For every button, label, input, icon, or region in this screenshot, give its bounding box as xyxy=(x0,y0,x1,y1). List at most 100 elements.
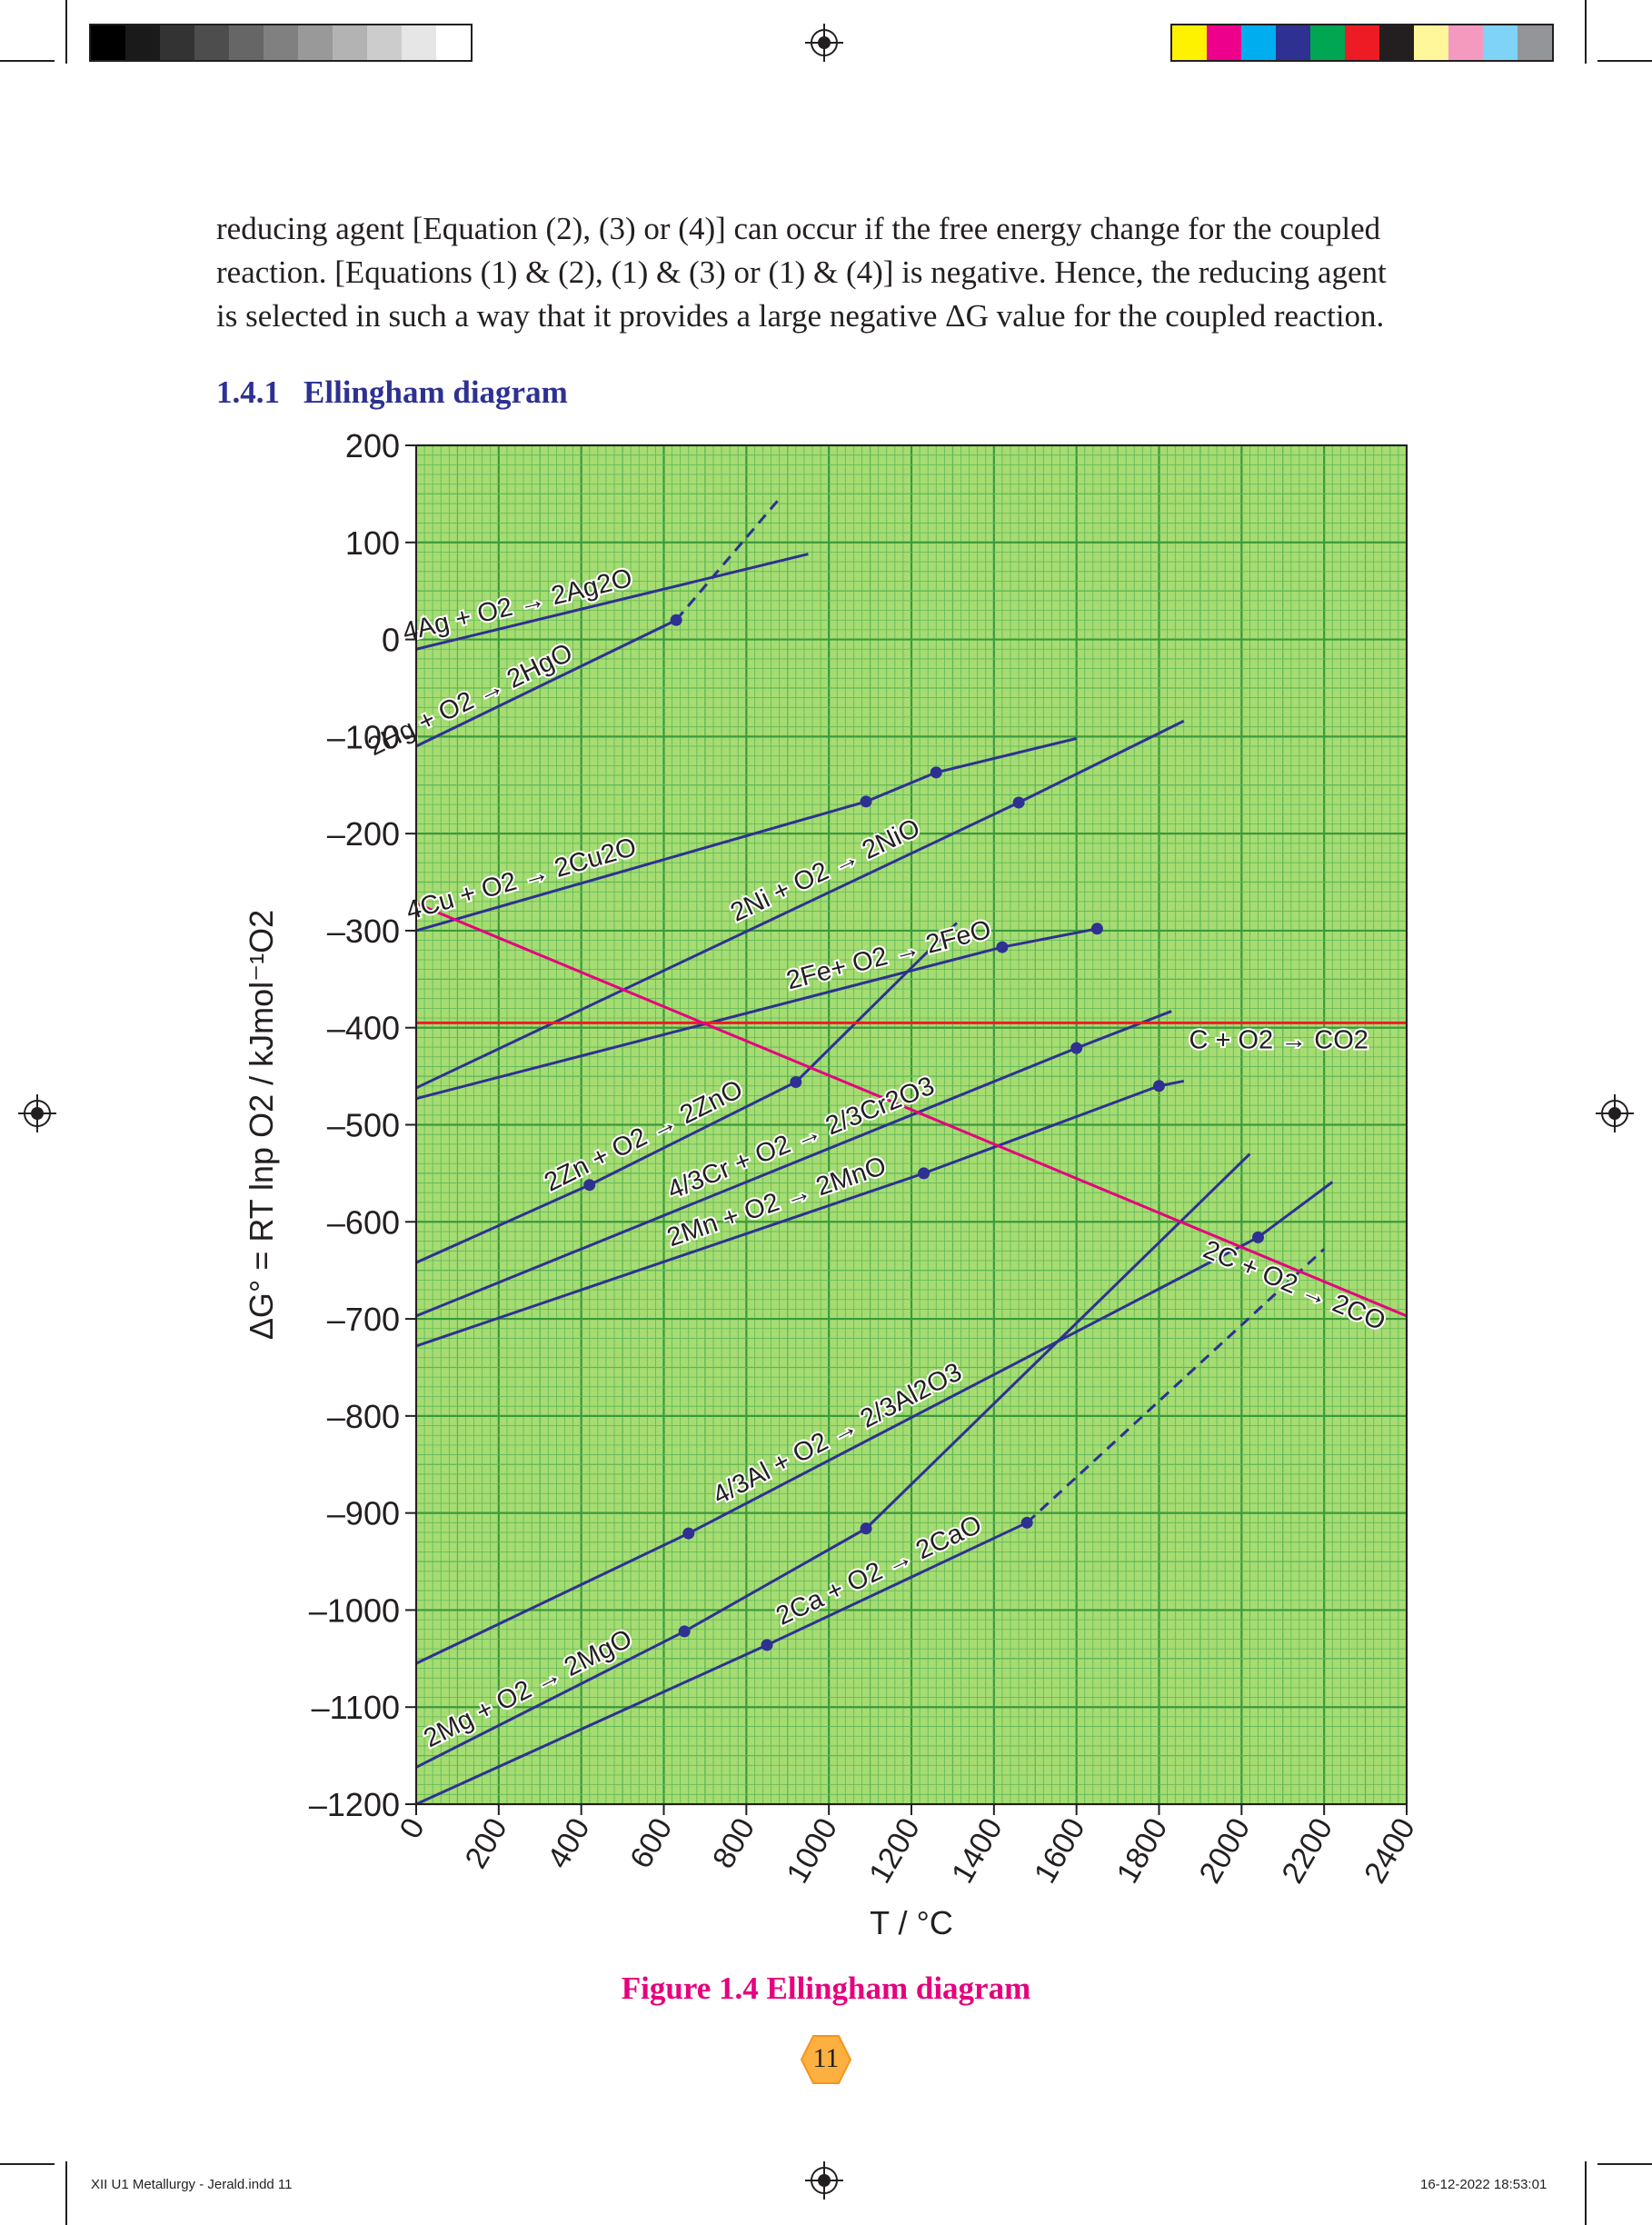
color-swatch xyxy=(1276,25,1310,60)
transition-point xyxy=(918,1167,930,1180)
color-swatch xyxy=(1483,25,1518,60)
y-tick-label: –800 xyxy=(327,1398,400,1435)
transition-point xyxy=(1252,1231,1264,1243)
section-heading: 1.4.1 Ellingham diagram xyxy=(216,374,568,411)
crop-mark xyxy=(1585,2161,1587,2225)
transition-point xyxy=(1153,1080,1165,1093)
x-tick-label: 2000 xyxy=(1193,1812,1258,1890)
color-swatch xyxy=(1345,25,1379,60)
y-tick-label: 200 xyxy=(345,427,400,464)
transition-point xyxy=(860,795,872,808)
transition-point xyxy=(761,1639,773,1651)
y-tick-label: –1200 xyxy=(309,1786,400,1823)
x-tick-label: 200 xyxy=(458,1812,513,1874)
x-tick-label: 600 xyxy=(623,1812,679,1874)
x-tick-label: 1600 xyxy=(1028,1812,1092,1890)
transition-point xyxy=(860,1522,872,1535)
body-paragraph: reducing agent [Equation (2), (3) or (4)… xyxy=(216,207,1438,338)
y-tick-label: –200 xyxy=(327,815,400,853)
y-tick-label: –400 xyxy=(327,1010,400,1047)
series-line xyxy=(415,1181,1334,1665)
y-axis-title: ΔG° = RT lnp O2 / kJmol⁻¹O2 xyxy=(243,910,280,1340)
color-swatch xyxy=(91,25,125,60)
crop-mark xyxy=(0,2163,55,2165)
series-line xyxy=(415,618,677,748)
color-swatch xyxy=(194,25,229,60)
transition-point xyxy=(682,1527,695,1540)
crop-mark xyxy=(1585,0,1587,64)
series-label: C + O2 → CO2 xyxy=(1189,1025,1368,1054)
x-tick-label: 2400 xyxy=(1358,1812,1422,1890)
crop-mark xyxy=(0,60,55,62)
crop-mark xyxy=(65,2161,67,2225)
transition-point xyxy=(670,614,682,626)
page-number: 11 xyxy=(812,2043,840,2073)
slug-right: 16-12-2022 18:53:01 xyxy=(1420,2177,1548,2192)
x-tick-label: 2200 xyxy=(1275,1812,1339,1890)
crop-mark xyxy=(65,0,67,64)
y-tick-label: 0 xyxy=(382,622,400,659)
color-swatch xyxy=(1207,25,1241,60)
y-tick-label: –1100 xyxy=(312,1689,400,1726)
color-swatch xyxy=(1379,25,1414,60)
grayscale-bar xyxy=(89,24,473,62)
color-swatch xyxy=(125,25,160,60)
transition-point xyxy=(583,1179,596,1192)
registration-mark-icon xyxy=(805,2161,843,2200)
crop-mark xyxy=(1597,2163,1652,2165)
paragraph-line: is selected in such a way that it provid… xyxy=(216,298,1385,334)
series-line-dashed xyxy=(1026,1248,1326,1524)
x-axis-title: T / °C xyxy=(870,1904,953,1941)
transition-point xyxy=(790,1076,802,1089)
x-tick-label: 400 xyxy=(541,1812,596,1874)
section-title: Ellingham diagram xyxy=(304,374,568,410)
x-tick-label: 800 xyxy=(706,1812,761,1874)
y-tick-label: –300 xyxy=(327,913,400,950)
y-tick-label: –900 xyxy=(327,1495,400,1532)
y-tick-label: 100 xyxy=(345,524,400,562)
color-swatch xyxy=(229,25,264,60)
transition-point xyxy=(1090,923,1103,935)
series-line xyxy=(415,1079,1185,1348)
chart-series-layer xyxy=(415,497,1408,1806)
y-tick-label: –600 xyxy=(327,1203,400,1241)
color-swatch xyxy=(1414,25,1448,60)
color-swatch xyxy=(160,25,194,60)
color-swatch xyxy=(1172,25,1207,60)
color-swatch xyxy=(1241,25,1276,60)
color-swatch xyxy=(367,25,402,60)
color-swatch xyxy=(436,25,471,60)
color-swatch xyxy=(264,25,298,60)
registration-mark-icon xyxy=(1596,1094,1634,1132)
color-bar xyxy=(1170,24,1554,62)
series-line xyxy=(415,1152,1251,1769)
x-tick-label: 1200 xyxy=(862,1812,927,1890)
section-number: 1.4.1 xyxy=(216,374,280,410)
figure-caption: Figure 1.4 Ellingham diagram xyxy=(621,1971,1031,2006)
series-line xyxy=(415,737,1078,933)
color-swatch xyxy=(1448,25,1483,60)
color-swatch xyxy=(1518,25,1552,60)
registration-mark-icon xyxy=(18,1094,56,1132)
x-tick-label: 1800 xyxy=(1110,1812,1175,1890)
slug-left: XII U1 Metallurgy - Jerald.indd 11 xyxy=(91,2177,293,2192)
series-line xyxy=(415,922,959,1264)
x-tick-label: 1400 xyxy=(945,1812,1010,1890)
hexagon-icon xyxy=(801,2035,851,2084)
transition-point xyxy=(1012,796,1025,809)
transition-point xyxy=(930,766,942,779)
x-tick-label: 0 xyxy=(393,1812,432,1844)
color-swatch xyxy=(1310,25,1345,60)
series-line-dashed xyxy=(674,497,781,622)
series-line xyxy=(415,553,809,651)
series-line xyxy=(415,902,1408,1318)
paragraph-line: reducing agent [Equation (2), (3) or (4)… xyxy=(216,211,1381,246)
color-swatch xyxy=(298,25,333,60)
transition-point xyxy=(678,1625,691,1638)
transition-point xyxy=(996,941,1009,953)
crop-mark xyxy=(1597,60,1652,62)
y-tick-label: –500 xyxy=(327,1107,400,1144)
transition-point xyxy=(1020,1516,1033,1529)
page-number-badge: 11 xyxy=(801,2034,851,2085)
